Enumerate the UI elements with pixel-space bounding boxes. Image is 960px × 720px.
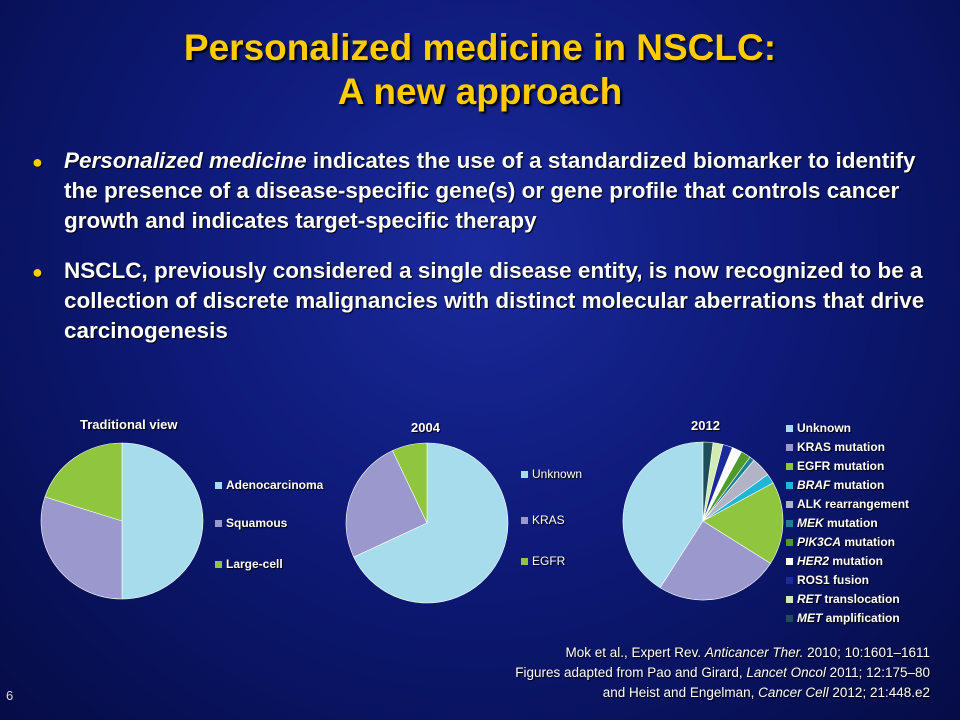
legend-swatch (786, 424, 793, 432)
legend-item-adenocarcinoma: Adenocarcinoma (215, 478, 323, 492)
legend-item-kras: KRAS (521, 513, 565, 527)
legend-item-squamous: Squamous (215, 516, 287, 530)
reference-line-1: Mok et al., Expert Rev. Anticancer Ther.… (515, 643, 930, 663)
legend-swatch (786, 500, 793, 508)
legend-item-egfr: EGFR (521, 554, 565, 568)
legend-item-unknown: Unknown (521, 467, 582, 481)
reference-line-2: Figures adapted from Pao and Girard, Lan… (515, 663, 930, 683)
legend-label: Large-cell (226, 557, 283, 571)
bullet-2-text: NSCLC, previously considered a single di… (64, 258, 925, 343)
legend-item-mek-mutation: MEK mutation (786, 516, 878, 530)
legend-item-kras-mutation: KRAS mutation (786, 440, 885, 454)
legend-swatch (215, 560, 222, 568)
legend-swatch (215, 519, 222, 527)
legend-label: Unknown (797, 421, 851, 435)
legend-label: KRAS (532, 513, 565, 527)
legend-swatch (786, 481, 793, 489)
slide-title: Personalized medicine in NSCLC: A new ap… (0, 26, 960, 114)
legend-label: Squamous (226, 516, 288, 530)
bullet-1-italic: Personalized medicine (64, 148, 307, 173)
bullet-2: ● NSCLC, previously considered a single … (30, 256, 930, 346)
legend-item-alk-rearrangement: ALK rearrangement (786, 497, 909, 511)
legend-swatch (786, 519, 793, 527)
legend-swatch (215, 481, 222, 489)
pie-slice-squamous (40, 496, 123, 600)
legend-item-her2-mutation: HER2 mutation (786, 554, 883, 568)
legend-item-egfr-mutation: EGFR mutation (786, 459, 884, 473)
ref2-pre: Figures adapted from Pao and Girard, (515, 665, 747, 680)
references: Mok et al., Expert Rev. Anticancer Ther.… (515, 643, 930, 703)
chart-2-pie (345, 442, 509, 604)
legend-swatch (521, 516, 528, 524)
legend-label: BRAF mutation (797, 478, 885, 492)
title-line-1: Personalized medicine in NSCLC: (183, 27, 777, 68)
legend-swatch (521, 557, 528, 565)
page-number: 6 (6, 688, 14, 703)
legend-label: MEK mutation (797, 516, 878, 530)
chart-1-title: Traditional view (80, 417, 178, 432)
chart-3-pie (622, 441, 784, 601)
pie-slice-egfr (392, 442, 428, 524)
title-line-2: A new approach (337, 71, 623, 112)
bullet-list: ● Personalized medicine indicates the us… (30, 146, 930, 346)
legend-item-met-amplification: MET amplification (786, 611, 900, 625)
pie-slice-unknown (622, 441, 704, 589)
pie-slice-met-amplification (702, 441, 714, 522)
legend-label: KRAS mutation (797, 440, 885, 454)
legend-label: PIK3CA mutation (797, 535, 896, 549)
bullet-dot-icon: ● (32, 262, 43, 282)
legend-swatch (786, 462, 793, 470)
legend-swatch (786, 576, 793, 584)
legend-label: HER2 mutation (797, 554, 884, 568)
legend-label: EGFR (532, 554, 566, 568)
bullet-1: ● Personalized medicine indicates the us… (30, 146, 930, 236)
legend-swatch (786, 614, 793, 622)
ref3-pre: and Heist and Engelman, (602, 685, 759, 700)
ref2-post: 2011; 12:175–80 (825, 665, 930, 680)
bullet-1-text: indicates the use of a standardized biom… (64, 148, 916, 233)
legend-label: RET translocation (797, 592, 900, 606)
chart-2-title: 2004 (411, 420, 440, 435)
legend-item-pik3ca-mutation: PIK3CA mutation (786, 535, 895, 549)
legend-swatch (786, 557, 793, 565)
legend-item-ret-translocation: RET translocation (786, 592, 900, 606)
ref1-post: 2010; 10:1601–1611 (803, 645, 930, 660)
ref1-journal: Anticancer Ther. (704, 645, 804, 660)
pie-slice-unknown (353, 442, 509, 604)
legend-item-unknown: Unknown (786, 421, 851, 435)
legend-label: ALK rearrangement (797, 497, 910, 511)
pie-slice-egfr-mutation (702, 482, 784, 564)
legend-label: Unknown (532, 467, 583, 481)
pie-slice-kras-mutation (659, 520, 771, 601)
ref1-pre: Mok et al., Expert Rev. (565, 645, 705, 660)
legend-swatch (786, 538, 793, 546)
pie-slice-kras (345, 450, 428, 558)
pie-slice-adenocarcinoma (121, 442, 204, 600)
reference-line-3: and Heist and Engelman, Cancer Cell 2012… (515, 683, 930, 703)
chart-3-title: 2012 (691, 418, 720, 433)
legend-item-large-cell: Large-cell (215, 557, 283, 571)
legend-label: ROS1 fusion (797, 573, 870, 587)
legend-swatch (786, 595, 793, 603)
legend-item-ros1-fusion: ROS1 fusion (786, 573, 869, 587)
legend-label: Adenocarcinoma (226, 478, 324, 492)
ref3-journal: Cancer Cell (758, 685, 829, 700)
bullet-dot-icon: ● (32, 152, 43, 172)
legend-item-braf-mutation: BRAF mutation (786, 478, 884, 492)
legend-label: EGFR mutation (797, 459, 885, 473)
pie-slice-large-cell (44, 442, 123, 522)
ref3-post: 2012; 21:448.e2 (828, 685, 930, 700)
legend-swatch (786, 443, 793, 451)
chart-1-pie (40, 442, 204, 600)
legend-label: MET amplification (797, 611, 900, 625)
ref2-journal: Lancet Oncol (746, 665, 826, 680)
legend-swatch (521, 470, 528, 478)
